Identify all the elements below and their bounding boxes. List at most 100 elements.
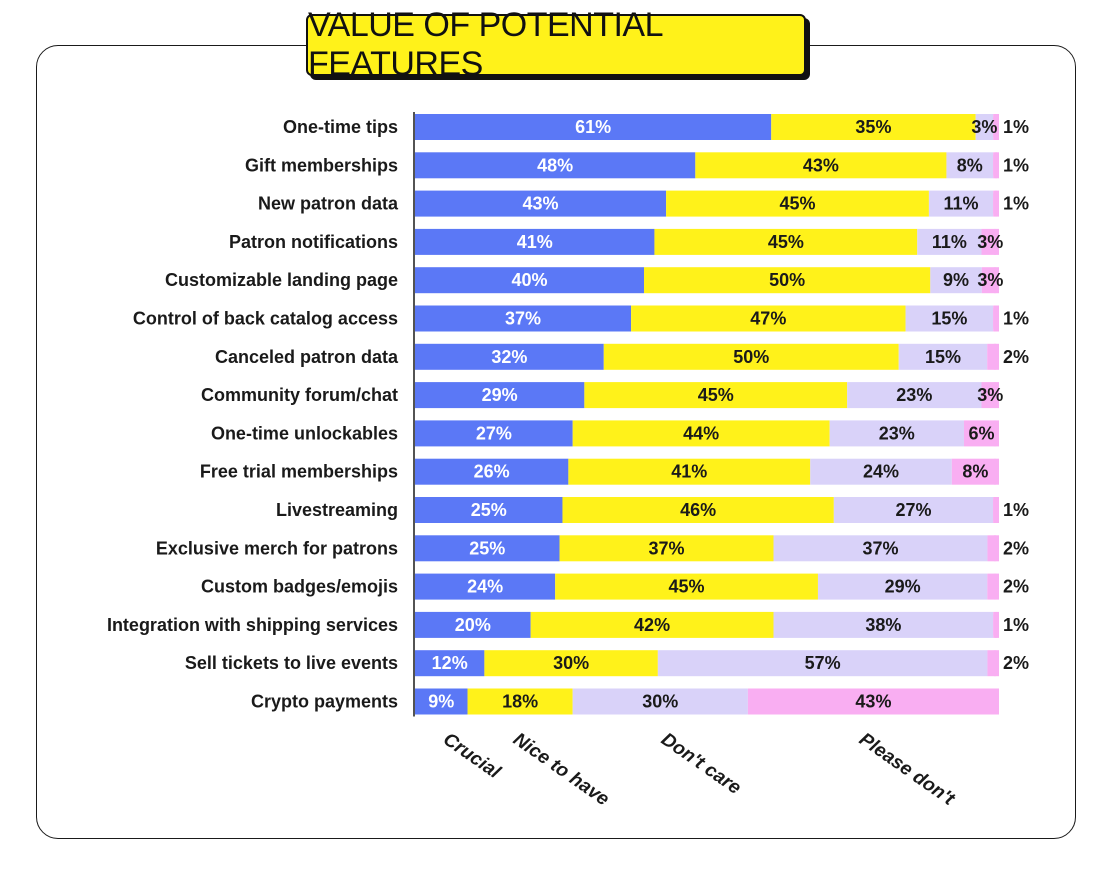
bar-segment-dont_care [930, 267, 982, 294]
data-label-dont_care: 11% [932, 232, 967, 252]
data-label-dont_care: 30% [642, 692, 678, 712]
category-label: Free trial memberships [200, 462, 398, 482]
data-label-crucial: 40% [511, 270, 547, 290]
bar-segment-nice [530, 611, 774, 638]
bar-segment-dont_care [917, 228, 982, 255]
data-label-crucial: 12% [432, 653, 468, 673]
bar-segment-dont_care [975, 114, 994, 140]
bar-segment-crucial [415, 382, 585, 409]
legend-label: Don't care [657, 729, 745, 799]
data-label-dont_care: 15% [925, 347, 961, 367]
data-label-dont_care: 57% [805, 653, 841, 673]
bar-segment-dont_care [773, 611, 994, 638]
bar-end-cap [993, 190, 999, 217]
category-label: Integration with shipping services [107, 615, 398, 635]
category-label: Exclusive merch for patrons [156, 538, 398, 558]
bar-end-cap [991, 535, 999, 562]
bar-segment-nice [631, 305, 906, 332]
bar-segment-nice [654, 228, 918, 255]
data-label-nice: 30% [553, 653, 589, 673]
bar-end-cap [991, 267, 999, 294]
bar-segment-dont_care [773, 535, 988, 562]
bar-segment-crucial [415, 114, 772, 140]
data-label-crucial: 48% [537, 155, 573, 175]
bar-segment-crucial [415, 228, 655, 255]
category-label: One-time unlockables [211, 423, 398, 443]
bar-segment-dont_care [928, 190, 994, 217]
bar-segment-crucial [415, 611, 531, 638]
bar-segment-crucial [415, 305, 632, 332]
bar-segment-nice [555, 573, 818, 600]
category-label: Customizable landing page [165, 270, 398, 290]
bar-end-cap [993, 152, 999, 179]
data-label-outside: 1% [1003, 194, 1029, 214]
data-label-please_dont: 3% [977, 232, 1003, 252]
data-label-nice: 50% [769, 270, 805, 290]
data-label-nice: 45% [768, 232, 804, 252]
data-label-outside: 1% [1003, 309, 1029, 329]
data-label-outside: 1% [1003, 117, 1029, 137]
bar-end-cap [991, 688, 999, 715]
legend-label: Nice to have [509, 729, 613, 811]
bar-end-cap [993, 305, 999, 332]
data-label-dont_care: 29% [885, 577, 921, 597]
data-label-crucial: 20% [455, 615, 491, 635]
bar-segment-crucial [415, 152, 696, 179]
data-label-dont_care: 8% [957, 155, 983, 175]
data-label-outside: 2% [1003, 538, 1029, 558]
data-label-crucial: 25% [471, 500, 507, 520]
bar-segment-nice [584, 382, 848, 409]
bar-segment-nice [559, 535, 774, 562]
bar-segment-dont_care [810, 458, 952, 485]
legend-label: Crucial [439, 729, 504, 784]
bar-end-cap [991, 228, 999, 255]
data-label-nice: 37% [649, 538, 685, 558]
data-label-nice: 50% [733, 347, 769, 367]
bar-segment-dont_care [847, 382, 982, 409]
bar-segment-crucial [415, 573, 556, 600]
data-label-please_dont: 43% [855, 692, 891, 712]
bar-segment-nice [568, 458, 811, 485]
bar-segment-please_dont [747, 688, 999, 715]
bar-segment-dont_care [817, 573, 988, 600]
category-label: Livestreaming [276, 500, 398, 520]
bar-end-cap [993, 611, 999, 638]
data-label-crucial: 32% [491, 347, 527, 367]
data-label-dont_care: 23% [896, 385, 932, 405]
data-label-outside: 2% [1003, 577, 1029, 597]
data-label-crucial: 37% [505, 309, 541, 329]
bar-segment-nice [666, 190, 929, 217]
data-label-crucial: 9% [428, 692, 454, 712]
data-label-outside: 2% [1003, 653, 1029, 673]
category-label: Custom badges/emojis [201, 577, 398, 597]
data-label-crucial: 41% [517, 232, 553, 252]
category-label: New patron data [258, 194, 399, 214]
legend-label: Please don't [855, 729, 959, 810]
bar-segment-nice [467, 688, 573, 715]
data-label-crucial: 24% [467, 577, 503, 597]
category-label: Gift memberships [245, 155, 398, 175]
bar-end-cap [991, 458, 999, 485]
data-label-please_dont: 6% [968, 423, 994, 443]
bar-end-cap [991, 650, 999, 677]
data-label-please_dont: 3% [977, 270, 1003, 290]
bar-segment-crucial [415, 535, 560, 562]
data-label-crucial: 61% [575, 117, 611, 137]
bar-segment-crucial [415, 688, 468, 715]
data-label-nice: 43% [803, 155, 839, 175]
bar-segment-dont_care [657, 650, 988, 677]
bar-segment-dont_care [829, 420, 964, 447]
bar-end-cap [991, 343, 999, 370]
data-label-nice: 46% [680, 500, 716, 520]
data-label-dont_care: 9% [943, 270, 969, 290]
data-label-please_dont: 3% [977, 385, 1003, 405]
data-label-dont_care: 37% [862, 538, 898, 558]
bar-segment-nice [695, 152, 947, 179]
data-label-outside: 1% [1003, 615, 1029, 635]
data-label-outside: 2% [1003, 347, 1029, 367]
category-label: Canceled patron data [215, 347, 399, 367]
bar-segment-crucial [415, 190, 667, 217]
bar-segment-crucial [415, 267, 645, 294]
data-label-crucial: 43% [523, 194, 559, 214]
